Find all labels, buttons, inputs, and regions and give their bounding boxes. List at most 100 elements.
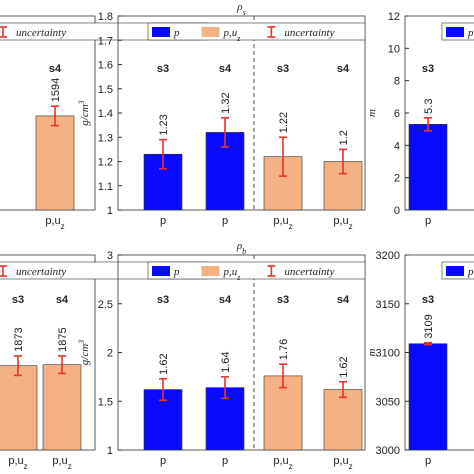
bar	[323, 389, 363, 451]
x-tick-label: p	[425, 455, 431, 467]
x-tick-label-main: p	[160, 455, 166, 467]
x-tick-label: p,uz	[273, 215, 292, 231]
group-label: s3	[422, 294, 434, 306]
legend-swatch	[152, 266, 170, 276]
y-tick-label: 2	[394, 173, 400, 185]
legend-label: p	[467, 266, 474, 278]
x-tick-label-sub: z	[289, 222, 293, 231]
chart-title-sub: s	[243, 8, 246, 17]
value-label: 1.62	[158, 353, 170, 374]
value-label: 1594	[50, 78, 62, 102]
y-tick-label: 1.7	[98, 35, 113, 47]
x-tick-label-main: p	[425, 215, 431, 227]
x-tick-label-main: p	[222, 215, 228, 227]
bar	[42, 364, 82, 451]
legend-label: uncertainty	[284, 27, 334, 39]
legend-label-main: p	[467, 266, 474, 278]
y-tick-label: 8	[394, 76, 400, 88]
group-label: s4	[56, 294, 69, 306]
plot-frame	[0, 15, 96, 211]
x-tick-label-sub: z	[24, 462, 28, 471]
x-tick-label: p,uz	[333, 455, 352, 471]
bar	[263, 156, 303, 211]
legend-swatch	[446, 266, 464, 276]
y-tick-label: 3100	[376, 348, 400, 360]
x-tick-label: p,uz	[8, 455, 27, 471]
legend-swatch	[446, 27, 464, 37]
y-tick-label: 1	[107, 445, 113, 457]
group-label: s4	[49, 63, 62, 75]
x-tick-label: p,uz	[333, 215, 352, 231]
x-tick-label: p	[222, 455, 228, 467]
x-tick-label-main: p,u	[273, 455, 288, 467]
group-label: s3	[157, 294, 169, 306]
chart-title-main: ρ	[236, 1, 242, 13]
y-tick-label: 0	[394, 205, 400, 217]
x-tick-label-main: p,u	[273, 215, 288, 227]
legend-swatch	[201, 266, 220, 276]
x-tick-label-main: p	[160, 215, 166, 227]
y-axis-label: g/cm3	[77, 340, 92, 365]
value-label: 3109	[423, 314, 435, 338]
y-axis-label-sup: 3	[77, 100, 86, 105]
group-label: s3	[277, 294, 289, 306]
y-axis-label-main: m	[366, 348, 378, 356]
y-axis-label: g/cm3	[77, 100, 92, 125]
plot-frame	[0, 254, 96, 451]
y-tick-label: 1.8	[98, 11, 113, 23]
value-label: 1.22	[278, 112, 290, 133]
legend-label-main: p	[173, 27, 180, 39]
x-tick-label-main: p	[425, 455, 431, 467]
legend-label-sub: z	[236, 273, 241, 282]
y-tick-label: 3000	[376, 445, 400, 457]
legend-label: p	[467, 27, 474, 39]
x-tick-label: p	[425, 215, 431, 227]
legend-label-sub: z	[236, 34, 241, 43]
legend-label-main: uncertainty	[284, 27, 334, 39]
y-tick-label: 1.4	[98, 108, 113, 120]
x-tick-label: p	[222, 215, 228, 227]
legend-label: uncertainty	[16, 266, 66, 278]
legend-label-main: uncertainty	[16, 27, 66, 39]
x-tick-label-main: p,u	[333, 215, 348, 227]
chart-title-sub: b	[242, 247, 246, 256]
y-axis-label-main: g/cm	[79, 344, 91, 365]
x-tick-label-main: p,u	[45, 215, 60, 227]
chart-title: ρs	[236, 1, 245, 17]
x-tick-label-main: p	[222, 455, 228, 467]
x-tick-label-sub: z	[349, 462, 353, 471]
bar	[408, 124, 448, 211]
group-label: s3	[157, 63, 169, 75]
y-tick-label: 3200	[376, 250, 400, 262]
bar	[408, 343, 448, 451]
y-tick-label: 3	[107, 250, 113, 262]
legend-label: p	[173, 27, 180, 39]
chart-title: ρb	[236, 240, 246, 256]
y-tick-label: 2	[107, 348, 113, 360]
legend-label-main: p	[467, 27, 474, 39]
y-axis-label-main: m	[366, 109, 378, 117]
x-tick-label-main: p,u	[52, 455, 67, 467]
value-label: 1.32	[220, 92, 232, 113]
y-axis-label-main: g/cm	[79, 104, 91, 125]
y-tick-label: 6	[394, 108, 400, 120]
bar	[0, 365, 38, 451]
y-tick-label: 1.5	[98, 396, 113, 408]
y-tick-label: 10	[388, 43, 400, 55]
chart-title-main: ρ	[236, 240, 242, 252]
group-label: s4	[219, 294, 232, 306]
y-tick-label: 1.3	[98, 132, 113, 144]
y-axis-label: m	[366, 109, 378, 117]
x-tick-label-sub: z	[349, 222, 353, 231]
group-label: s3	[422, 63, 434, 75]
value-label: 1.64	[220, 351, 232, 372]
x-tick-label-main: p,u	[333, 455, 348, 467]
x-tick-label-sub: z	[289, 462, 293, 471]
legend-label-main: p	[173, 266, 180, 278]
legend-label-main: p,u	[223, 266, 238, 278]
x-tick-label-sub: z	[68, 462, 72, 471]
x-tick-label: p,uz	[273, 455, 292, 471]
y-tick-label: 12	[388, 11, 400, 23]
value-label: 1875	[57, 327, 69, 351]
